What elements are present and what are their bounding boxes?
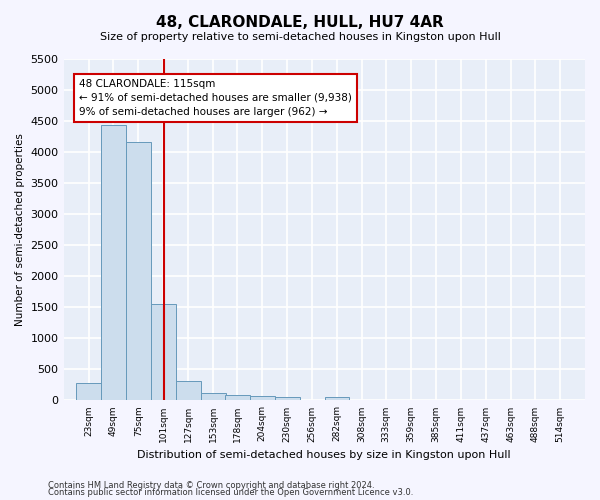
Bar xyxy=(325,396,349,400)
Bar xyxy=(101,126,126,400)
Bar xyxy=(225,396,250,400)
Y-axis label: Number of semi-detached properties: Number of semi-detached properties xyxy=(15,134,25,326)
X-axis label: Distribution of semi-detached houses by size in Kingston upon Hull: Distribution of semi-detached houses by … xyxy=(137,450,511,460)
Text: Size of property relative to semi-detached houses in Kingston upon Hull: Size of property relative to semi-detach… xyxy=(100,32,500,42)
Text: Contains public sector information licensed under the Open Government Licence v3: Contains public sector information licen… xyxy=(48,488,413,497)
Text: 48 CLARONDALE: 115sqm
← 91% of semi-detached houses are smaller (9,938)
9% of se: 48 CLARONDALE: 115sqm ← 91% of semi-deta… xyxy=(79,79,352,117)
Bar xyxy=(151,304,176,400)
Bar xyxy=(250,396,275,400)
Bar xyxy=(126,142,151,401)
Bar xyxy=(275,396,299,400)
Bar xyxy=(176,380,200,400)
Text: 48, CLARONDALE, HULL, HU7 4AR: 48, CLARONDALE, HULL, HU7 4AR xyxy=(156,15,444,30)
Text: Contains HM Land Registry data © Crown copyright and database right 2024.: Contains HM Land Registry data © Crown c… xyxy=(48,480,374,490)
Bar xyxy=(76,383,101,400)
Bar xyxy=(201,393,226,400)
